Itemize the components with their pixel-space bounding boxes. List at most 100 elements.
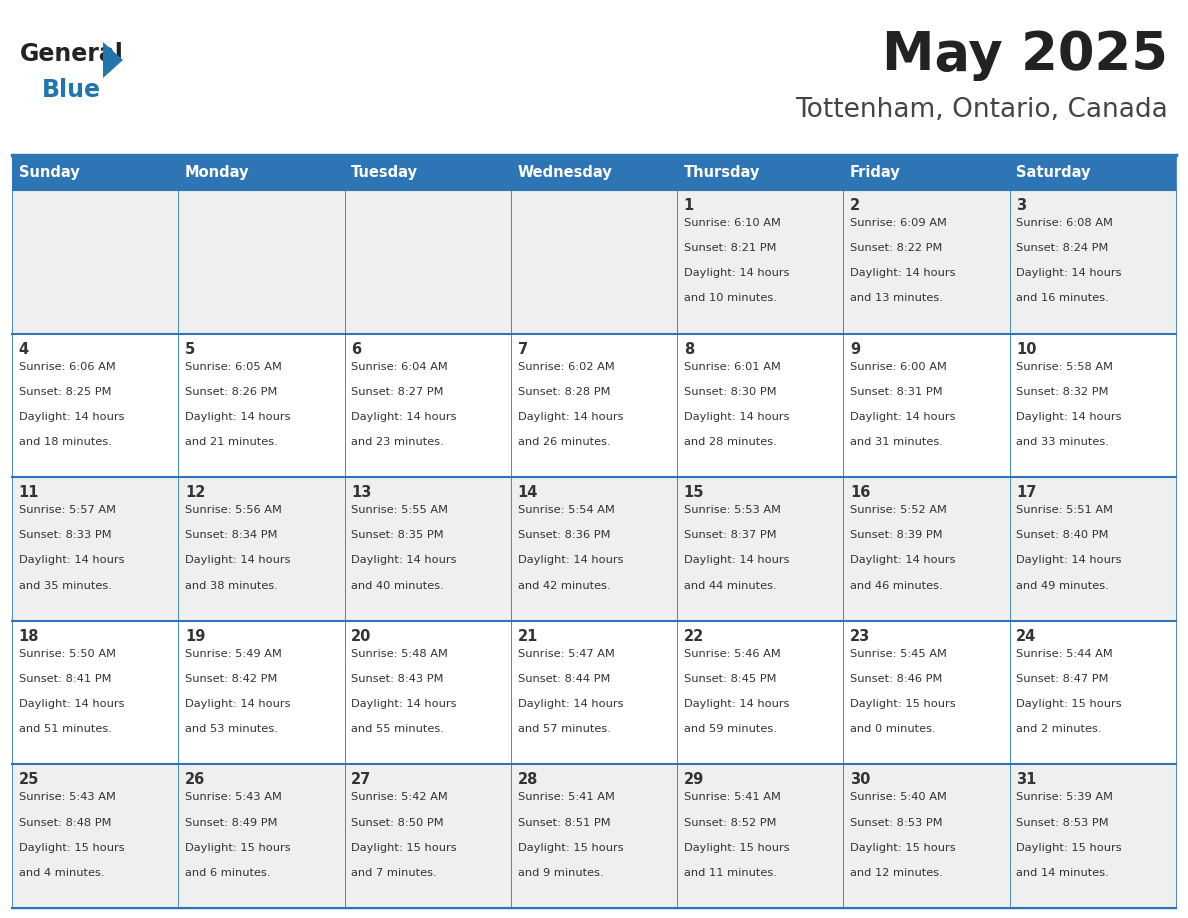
Text: and 14 minutes.: and 14 minutes.	[1017, 868, 1110, 878]
Text: Sunrise: 6:05 AM: Sunrise: 6:05 AM	[185, 362, 282, 372]
Text: Sunrise: 5:40 AM: Sunrise: 5:40 AM	[851, 792, 947, 802]
Text: Daylight: 14 hours: Daylight: 14 hours	[19, 555, 125, 565]
Text: 28: 28	[518, 772, 538, 788]
Text: 25: 25	[19, 772, 39, 788]
Text: Sunrise: 5:39 AM: Sunrise: 5:39 AM	[1017, 792, 1113, 802]
Text: Daylight: 14 hours: Daylight: 14 hours	[19, 700, 125, 709]
Text: Sunset: 8:24 PM: Sunset: 8:24 PM	[1017, 243, 1108, 253]
Text: Sunrise: 5:56 AM: Sunrise: 5:56 AM	[185, 505, 282, 515]
Text: 29: 29	[684, 772, 704, 788]
Text: Monday: Monday	[185, 165, 249, 180]
Text: 5: 5	[185, 341, 195, 356]
Text: Daylight: 14 hours: Daylight: 14 hours	[851, 412, 955, 422]
Text: Sunset: 8:42 PM: Sunset: 8:42 PM	[185, 674, 277, 684]
Text: and 38 minutes.: and 38 minutes.	[185, 580, 278, 590]
Text: and 23 minutes.: and 23 minutes.	[352, 437, 444, 447]
Text: and 13 minutes.: and 13 minutes.	[851, 294, 943, 303]
Bar	[178, 155, 345, 190]
Text: Daylight: 14 hours: Daylight: 14 hours	[185, 700, 290, 709]
Text: Sunrise: 6:00 AM: Sunrise: 6:00 AM	[851, 362, 947, 372]
Text: Tuesday: Tuesday	[352, 165, 418, 180]
Text: and 49 minutes.: and 49 minutes.	[1017, 580, 1110, 590]
Text: Daylight: 14 hours: Daylight: 14 hours	[185, 555, 290, 565]
Bar	[511, 190, 677, 333]
Text: 13: 13	[352, 486, 372, 500]
Text: 7: 7	[518, 341, 527, 356]
Bar	[677, 333, 843, 477]
Text: Daylight: 14 hours: Daylight: 14 hours	[1017, 268, 1121, 278]
Bar	[843, 155, 1010, 190]
Text: Daylight: 14 hours: Daylight: 14 hours	[352, 700, 456, 709]
Text: Sunrise: 5:44 AM: Sunrise: 5:44 AM	[1017, 649, 1113, 659]
Text: 11: 11	[19, 486, 39, 500]
Text: and 42 minutes.: and 42 minutes.	[518, 580, 611, 590]
Text: and 33 minutes.: and 33 minutes.	[1017, 437, 1110, 447]
Text: and 59 minutes.: and 59 minutes.	[684, 724, 777, 734]
Text: Sunrise: 5:49 AM: Sunrise: 5:49 AM	[185, 649, 282, 659]
Text: and 26 minutes.: and 26 minutes.	[518, 437, 611, 447]
Text: Daylight: 14 hours: Daylight: 14 hours	[185, 412, 290, 422]
Text: Sunday: Sunday	[19, 165, 80, 180]
Text: Sunrise: 5:48 AM: Sunrise: 5:48 AM	[352, 649, 448, 659]
Text: Daylight: 14 hours: Daylight: 14 hours	[851, 268, 955, 278]
Bar	[1010, 477, 1176, 621]
Text: Daylight: 15 hours: Daylight: 15 hours	[684, 843, 789, 853]
Text: Sunset: 8:45 PM: Sunset: 8:45 PM	[684, 674, 776, 684]
Text: 14: 14	[518, 486, 538, 500]
Text: 15: 15	[684, 486, 704, 500]
Text: Sunrise: 5:41 AM: Sunrise: 5:41 AM	[518, 792, 614, 802]
Bar	[178, 765, 345, 908]
Text: Daylight: 15 hours: Daylight: 15 hours	[518, 843, 624, 853]
Text: and 40 minutes.: and 40 minutes.	[352, 580, 444, 590]
Text: Sunset: 8:50 PM: Sunset: 8:50 PM	[352, 818, 444, 827]
Text: Sunrise: 6:09 AM: Sunrise: 6:09 AM	[851, 218, 947, 228]
Text: Sunset: 8:48 PM: Sunset: 8:48 PM	[19, 818, 112, 827]
Bar	[1010, 190, 1176, 333]
Text: 1: 1	[684, 198, 694, 213]
Bar	[345, 765, 511, 908]
Text: 20: 20	[352, 629, 372, 644]
Text: Sunset: 8:21 PM: Sunset: 8:21 PM	[684, 243, 776, 253]
Bar	[1010, 621, 1176, 765]
Text: and 11 minutes.: and 11 minutes.	[684, 868, 777, 878]
Text: Sunrise: 5:55 AM: Sunrise: 5:55 AM	[352, 505, 448, 515]
Text: and 9 minutes.: and 9 minutes.	[518, 868, 604, 878]
Bar	[178, 190, 345, 333]
Text: 31: 31	[1017, 772, 1037, 788]
Text: Sunset: 8:37 PM: Sunset: 8:37 PM	[684, 531, 777, 541]
Text: Daylight: 14 hours: Daylight: 14 hours	[19, 412, 125, 422]
Bar	[12, 333, 178, 477]
Text: Sunset: 8:28 PM: Sunset: 8:28 PM	[518, 386, 609, 397]
Text: 3: 3	[1017, 198, 1026, 213]
Bar	[178, 621, 345, 765]
Text: and 16 minutes.: and 16 minutes.	[1017, 294, 1110, 303]
Text: 6: 6	[352, 341, 361, 356]
Text: Sunrise: 5:42 AM: Sunrise: 5:42 AM	[352, 792, 448, 802]
Text: Thursday: Thursday	[684, 165, 760, 180]
Text: Daylight: 14 hours: Daylight: 14 hours	[352, 555, 456, 565]
Text: Sunrise: 5:53 AM: Sunrise: 5:53 AM	[684, 505, 781, 515]
Bar	[677, 155, 843, 190]
Text: Sunrise: 5:45 AM: Sunrise: 5:45 AM	[851, 649, 947, 659]
Text: and 0 minutes.: and 0 minutes.	[851, 724, 936, 734]
Text: 8: 8	[684, 341, 694, 356]
Bar	[843, 477, 1010, 621]
Text: Sunset: 8:30 PM: Sunset: 8:30 PM	[684, 386, 777, 397]
Text: Daylight: 14 hours: Daylight: 14 hours	[684, 555, 789, 565]
Text: and 21 minutes.: and 21 minutes.	[185, 437, 278, 447]
Text: and 53 minutes.: and 53 minutes.	[185, 724, 278, 734]
Text: and 4 minutes.: and 4 minutes.	[19, 868, 105, 878]
Bar	[345, 621, 511, 765]
Bar	[843, 333, 1010, 477]
Text: Daylight: 15 hours: Daylight: 15 hours	[851, 843, 955, 853]
Bar	[677, 621, 843, 765]
Text: 22: 22	[684, 629, 704, 644]
Bar	[511, 333, 677, 477]
Text: Sunset: 8:39 PM: Sunset: 8:39 PM	[851, 531, 943, 541]
Text: 12: 12	[185, 486, 206, 500]
Text: Daylight: 14 hours: Daylight: 14 hours	[684, 700, 789, 709]
Text: and 28 minutes.: and 28 minutes.	[684, 437, 777, 447]
Text: Sunset: 8:53 PM: Sunset: 8:53 PM	[1017, 818, 1108, 827]
Text: Sunrise: 6:02 AM: Sunrise: 6:02 AM	[518, 362, 614, 372]
Text: Sunset: 8:25 PM: Sunset: 8:25 PM	[19, 386, 112, 397]
